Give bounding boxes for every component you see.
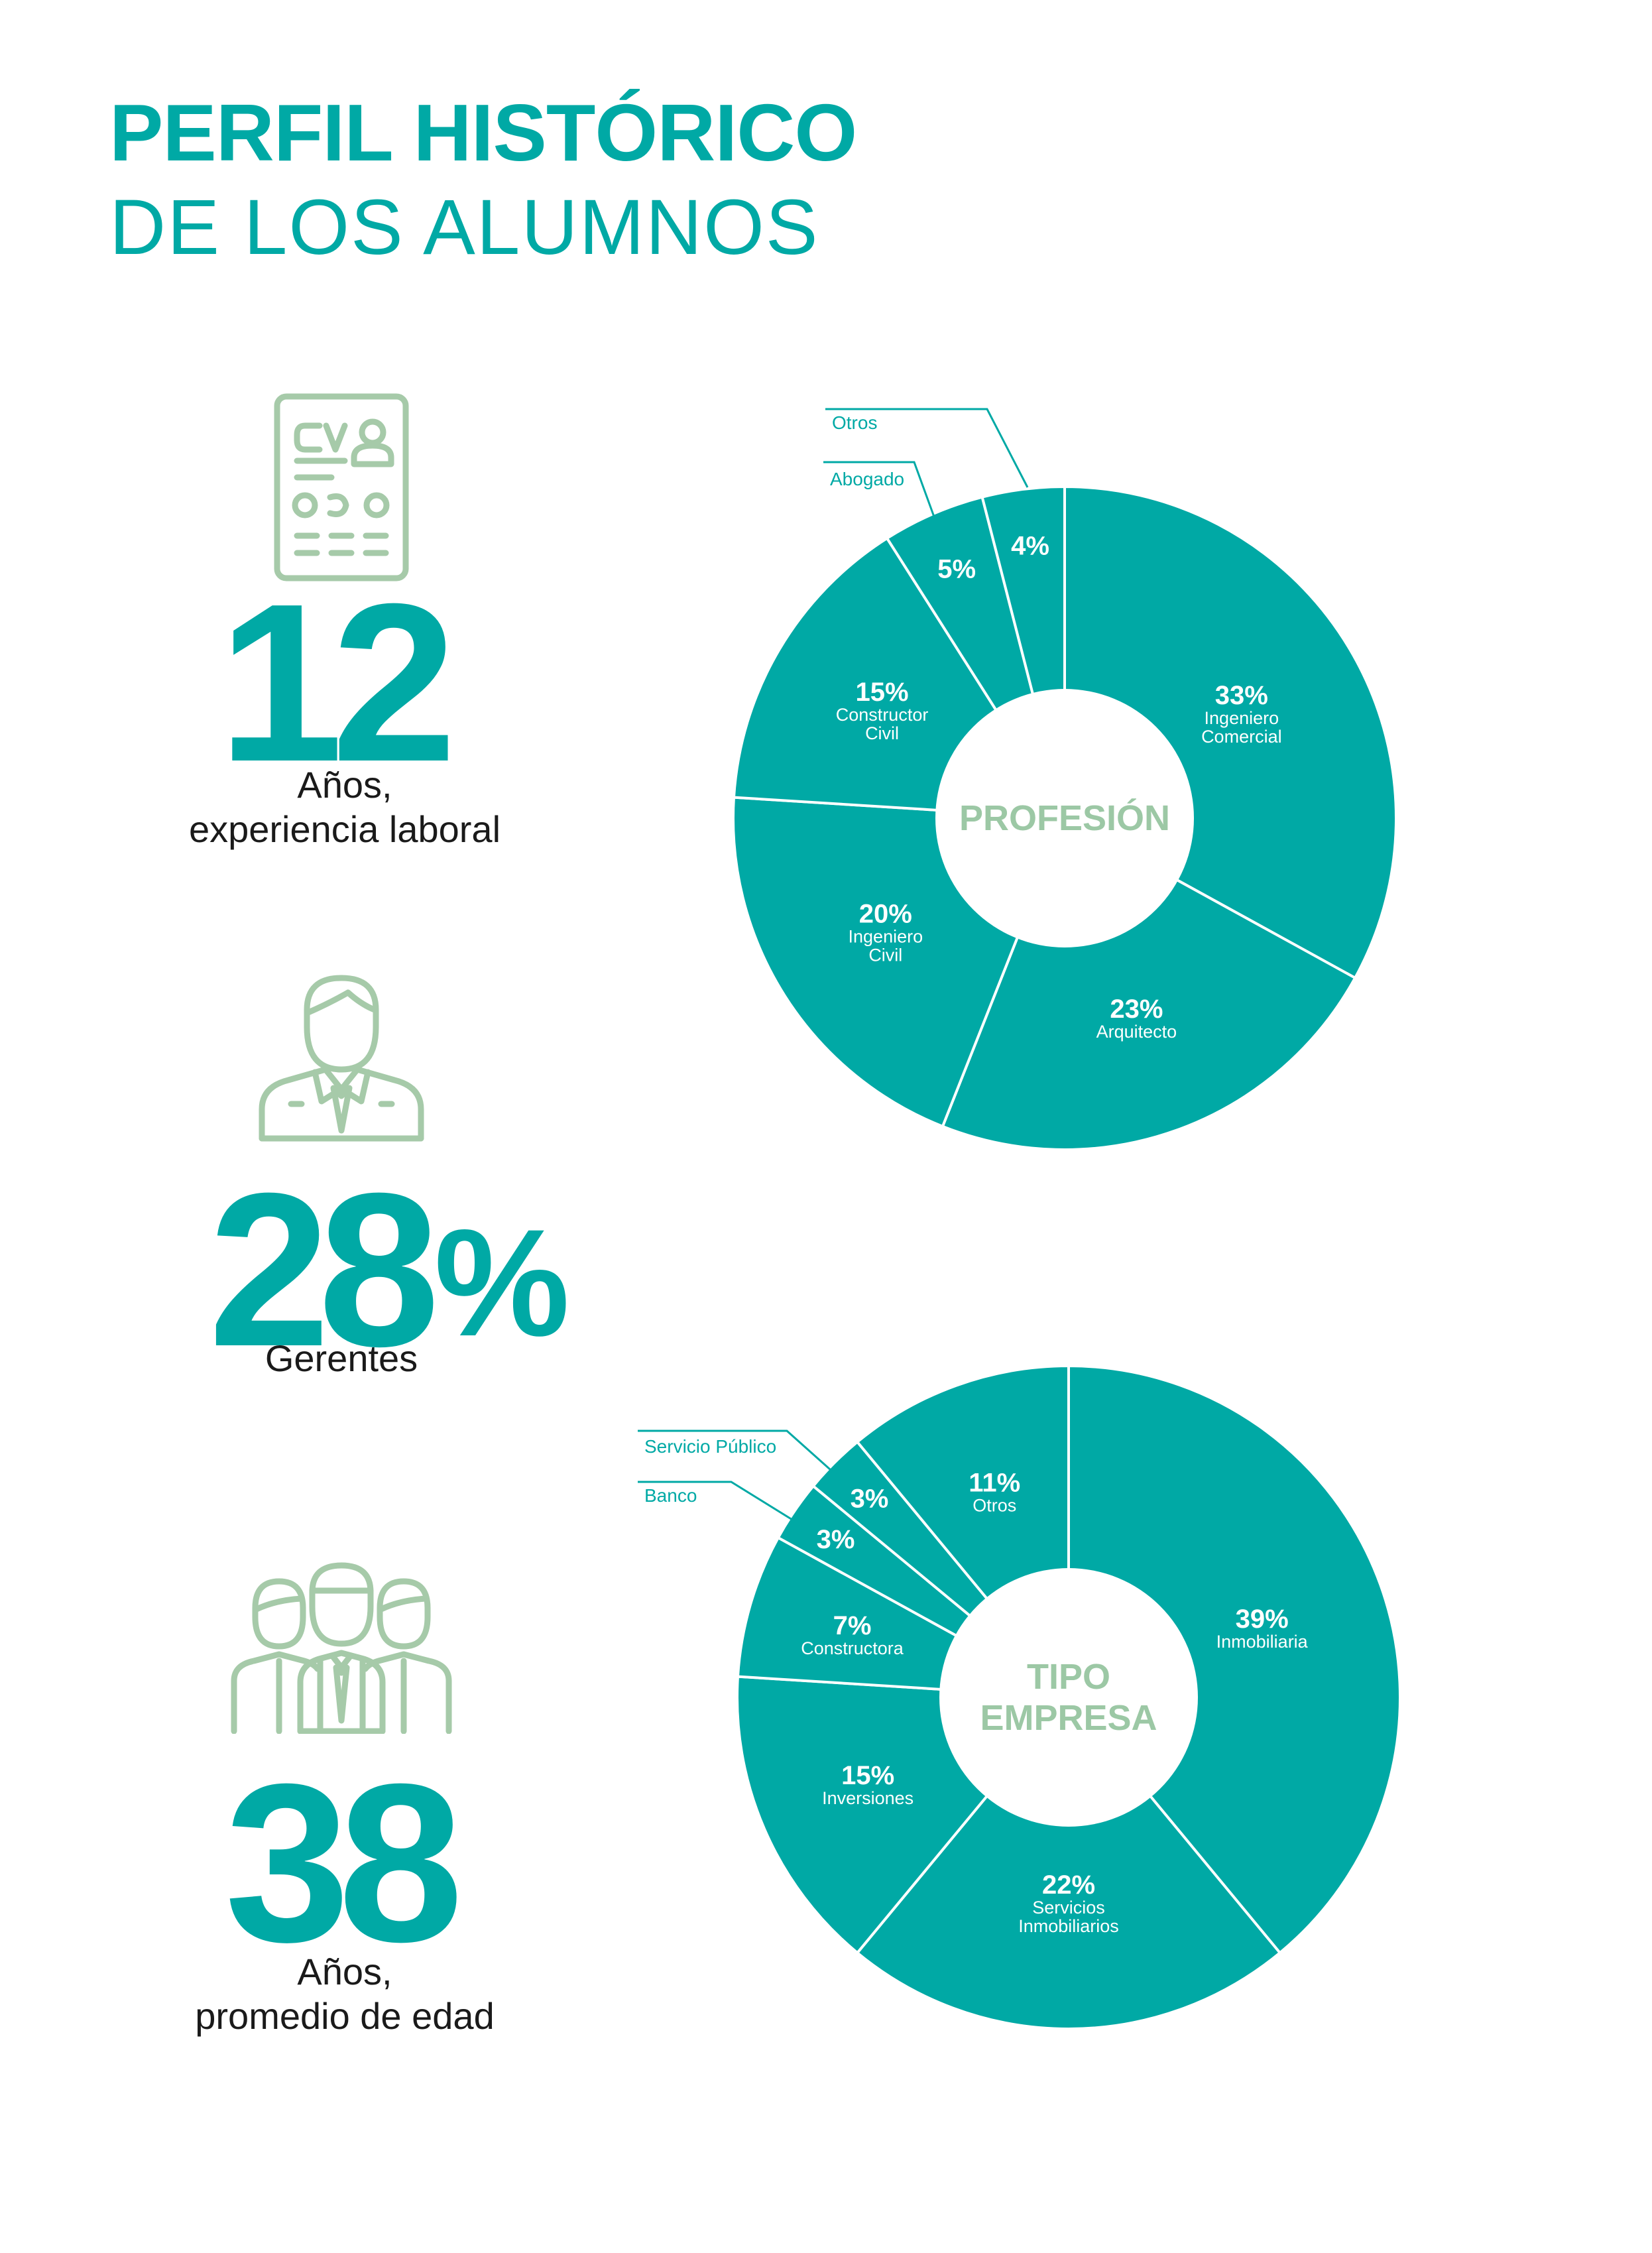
cv-icon bbox=[274, 393, 409, 581]
pct-label-servicio-p-blico: 3% bbox=[851, 1484, 889, 1513]
pct-label-abogado: 5% bbox=[937, 555, 976, 584]
page-title-line-1: PERFIL HISTÓRICO bbox=[109, 88, 857, 178]
experience-caption-line-1: Años, bbox=[297, 764, 392, 806]
category-label-servicios-inmobiliarios: Inmobiliarios bbox=[1018, 1916, 1119, 1936]
donut-center bbox=[935, 689, 1194, 947]
team-icon bbox=[231, 1562, 452, 1734]
managers-percent-sign: % bbox=[434, 1197, 570, 1368]
pct-label-banco: 3% bbox=[817, 1525, 855, 1554]
age-caption: Años, promedio de edad bbox=[133, 1949, 557, 2038]
callout-label: Otros bbox=[832, 412, 877, 433]
pct-label-otros: 11% bbox=[969, 1469, 1020, 1498]
callout-label: Servicio Público bbox=[644, 1436, 776, 1457]
pct-label-ingeniero-civil: 20% bbox=[859, 899, 912, 928]
pct-label-servicios-inmobiliarios: 22% bbox=[1042, 1870, 1095, 1900]
category-label-servicios-inmobiliarios: Servicios bbox=[1032, 1898, 1105, 1918]
callout-label: Banco bbox=[644, 1485, 697, 1506]
pct-label-inmobiliaria: 39% bbox=[1236, 1605, 1289, 1634]
category-label-constructor-civil: Civil bbox=[865, 723, 899, 743]
page-title-line-2: DE LOS ALUMNOS bbox=[109, 184, 819, 271]
age-caption-line-1: Años, bbox=[297, 1951, 392, 1992]
manager-icon bbox=[259, 975, 424, 1142]
experience-caption: Años, experiencia laboral bbox=[133, 762, 557, 851]
category-label-ingeniero-comercial: Comercial bbox=[1201, 727, 1282, 747]
category-label-arquitecto: Arquitecto bbox=[1096, 1022, 1177, 1042]
slice-inmobiliaria bbox=[1067, 1364, 1401, 1955]
category-label-ingeniero-comercial: Ingeniero bbox=[1205, 708, 1279, 728]
callout-line bbox=[823, 461, 936, 519]
pct-label-otros: 4% bbox=[1011, 531, 1049, 560]
age-caption-line-2: promedio de edad bbox=[195, 1995, 495, 2038]
age-value: 38 bbox=[224, 1737, 463, 1989]
experience-value: 12 bbox=[217, 557, 457, 809]
callout-line bbox=[825, 408, 1029, 488]
profesion-donut-chart: 33%IngenieroComercial23%Arquitecto20%Ing… bbox=[732, 408, 1397, 1151]
category-label-otros: Otros bbox=[973, 1496, 1016, 1516]
experience-caption-line-2: experiencia laboral bbox=[188, 808, 501, 851]
category-label-constructor-civil: Constructor bbox=[836, 705, 929, 725]
pct-label-arquitecto: 23% bbox=[1110, 995, 1163, 1024]
managers-caption: Gerentes bbox=[265, 1337, 418, 1379]
callout-line bbox=[638, 1430, 837, 1477]
category-label-inversiones: Inversiones bbox=[822, 1788, 914, 1808]
callout-line bbox=[638, 1481, 801, 1526]
tipo-empresa-donut-chart: 39%Inmobiliaria 22%ServiciosInmobiliarios… bbox=[638, 1364, 1401, 2031]
category-label-inmobiliaria: Inmobiliaria bbox=[1216, 1632, 1309, 1652]
pct-label-ingeniero-comercial: 33% bbox=[1215, 681, 1268, 710]
callout-label: Abogado bbox=[830, 469, 904, 489]
chart-center-title: PROFESIÓN bbox=[959, 798, 1170, 838]
donut-center bbox=[939, 1568, 1198, 1827]
chart-center-title: TIPO bbox=[1027, 1657, 1110, 1697]
category-label-ingeniero-civil: Civil bbox=[868, 945, 902, 965]
pct-label-inversiones: 15% bbox=[841, 1761, 894, 1790]
chart-center-title: EMPRESA bbox=[980, 1698, 1157, 1738]
category-label-ingeniero-civil: Ingeniero bbox=[849, 926, 923, 946]
managers-value: 28 bbox=[208, 1147, 440, 1392]
slice-servicios-inmobiliarios bbox=[855, 1695, 1282, 2031]
pct-label-constructora: 7% bbox=[833, 1611, 872, 1640]
category-label-constructora: Constructora bbox=[801, 1638, 904, 1658]
pct-label-constructor-civil: 15% bbox=[856, 678, 909, 707]
